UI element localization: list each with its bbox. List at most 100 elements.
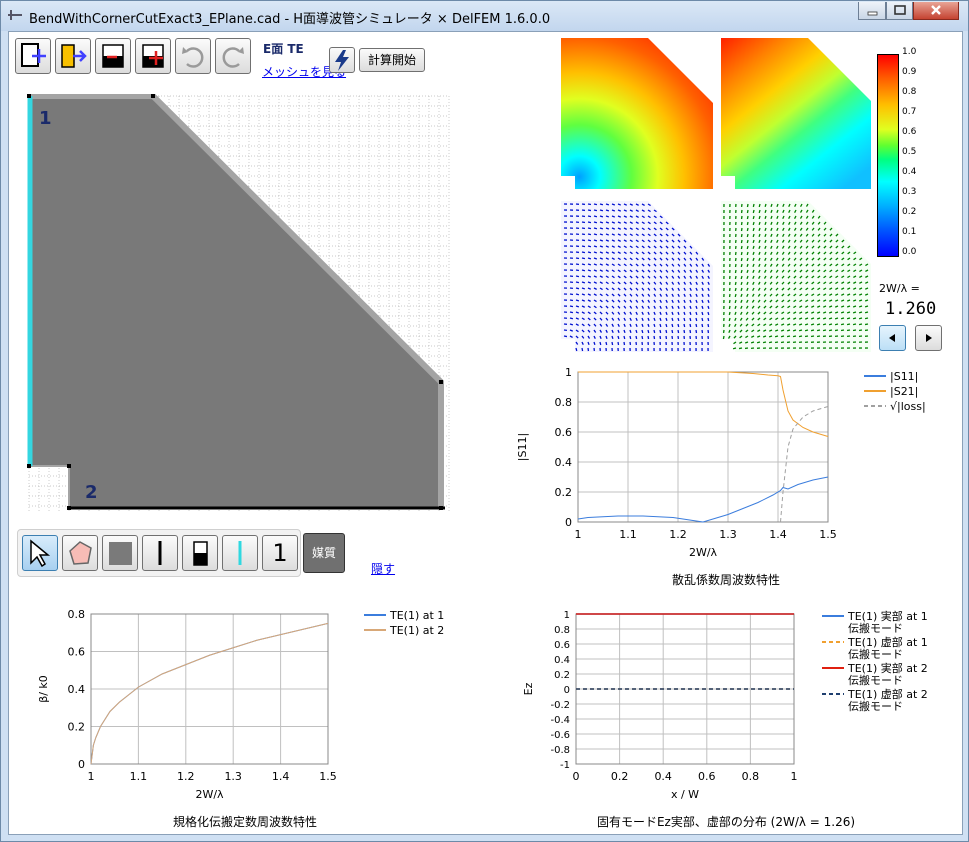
run-button[interactable] — [329, 47, 355, 73]
field-arrow — [805, 251, 809, 255]
field-arrow — [787, 317, 791, 320]
field-arrow — [623, 251, 627, 255]
field-arrow — [763, 323, 767, 327]
start-calc-button[interactable]: 計算開始 — [359, 48, 425, 72]
field-arrow — [593, 215, 598, 218]
field-arrow — [665, 287, 669, 291]
field-arrow — [793, 233, 797, 237]
field-arrow — [695, 287, 698, 291]
field-arrow — [641, 275, 645, 279]
view-mesh-link[interactable]: メッシュを見る — [262, 65, 347, 79]
field-arrow — [859, 281, 863, 284]
field-arrow — [671, 281, 675, 285]
field-arrow — [653, 329, 656, 334]
field-arrow — [764, 263, 767, 267]
field-arrow — [752, 263, 755, 268]
field-arrow — [617, 293, 621, 297]
field-arrow — [659, 245, 663, 249]
port-number-button[interactable]: 1 — [262, 535, 298, 571]
area-tool-button[interactable] — [102, 535, 138, 571]
field-arrow — [822, 317, 827, 320]
field-arrow — [757, 323, 761, 327]
field-arrow — [587, 209, 592, 212]
field-arrow — [593, 251, 598, 254]
y-tick-label: 0.2 — [554, 670, 570, 681]
field-arrow — [569, 317, 574, 320]
y-tick-label: 0.8 — [68, 608, 86, 621]
hide-link[interactable]: 隠す — [371, 562, 396, 576]
minimize-button[interactable] — [858, 2, 886, 20]
field-arrow — [792, 317, 797, 320]
wall-tool-button[interactable] — [182, 535, 218, 571]
field-arrow — [587, 317, 591, 321]
field-arrow — [746, 227, 749, 232]
open-file-button[interactable] — [55, 38, 91, 74]
close-button[interactable] — [913, 2, 959, 20]
field-arrow — [817, 275, 821, 279]
new-file-button[interactable] — [15, 38, 51, 74]
field-arrow — [846, 329, 851, 332]
field-arrow — [671, 257, 675, 261]
field-arrow — [829, 263, 833, 267]
field-arrow — [671, 239, 675, 243]
field-arrow — [787, 245, 791, 249]
field-arrow — [617, 239, 621, 242]
redo-button[interactable] — [215, 38, 251, 74]
field-arrow — [746, 299, 749, 303]
field-arrow — [793, 263, 797, 267]
field-real-image — [561, 38, 713, 189]
save-file-button[interactable] — [95, 38, 131, 74]
field-arrow — [701, 293, 704, 298]
field-arrow — [799, 275, 803, 279]
polygon-tool-button[interactable] — [62, 535, 98, 571]
field-arrow — [653, 251, 657, 255]
field-arrow — [799, 263, 803, 267]
field-arrow — [701, 257, 705, 261]
series-line-1 — [577, 476, 829, 523]
field-arrow — [834, 305, 839, 308]
series-line-1 — [90, 622, 329, 765]
undo-button[interactable] — [175, 38, 211, 74]
field-arrow — [740, 251, 743, 256]
field-arrow — [817, 239, 821, 243]
field-arrow — [605, 275, 609, 279]
field-arrow — [757, 329, 761, 333]
field-arrow — [764, 227, 767, 232]
x-axis-label: 2W/λ — [689, 546, 718, 559]
field-arrow — [647, 263, 651, 267]
field-arrow — [707, 287, 710, 292]
freq-prev-button[interactable] — [879, 325, 906, 351]
field-arrow — [593, 299, 597, 303]
field-arrow — [605, 341, 608, 346]
port-tool-button[interactable] — [222, 535, 258, 571]
field-arrow — [617, 251, 621, 255]
field-arrow — [775, 281, 779, 285]
field-arrow — [769, 323, 773, 327]
freq-next-button[interactable] — [915, 325, 942, 351]
field-arrow — [701, 269, 705, 273]
field-arrow — [787, 281, 791, 285]
field-arrow — [575, 263, 580, 266]
save-as-button[interactable] — [135, 38, 171, 74]
field-arrow — [587, 239, 592, 242]
field-arrow — [605, 221, 610, 224]
field-arrow — [816, 311, 821, 314]
select-tool-button[interactable] — [22, 535, 58, 571]
x-tick-label: 1 — [791, 770, 798, 783]
field-arrow — [846, 323, 851, 326]
field-arrow — [707, 269, 711, 273]
field-arrow — [768, 329, 773, 332]
field-arrow — [611, 293, 615, 297]
field-arrow — [763, 293, 767, 297]
field-arrow — [563, 335, 568, 338]
field-arrow — [581, 287, 586, 290]
maximize-button[interactable] — [886, 2, 913, 20]
field-arrow — [804, 317, 809, 320]
cad-canvas[interactable] — [27, 94, 451, 514]
medium-button[interactable]: 媒質 — [303, 533, 345, 573]
field-arrow — [629, 317, 632, 321]
field-arrow — [599, 233, 604, 236]
edge-tool-button[interactable] — [142, 535, 178, 571]
field-arrow — [599, 263, 604, 266]
